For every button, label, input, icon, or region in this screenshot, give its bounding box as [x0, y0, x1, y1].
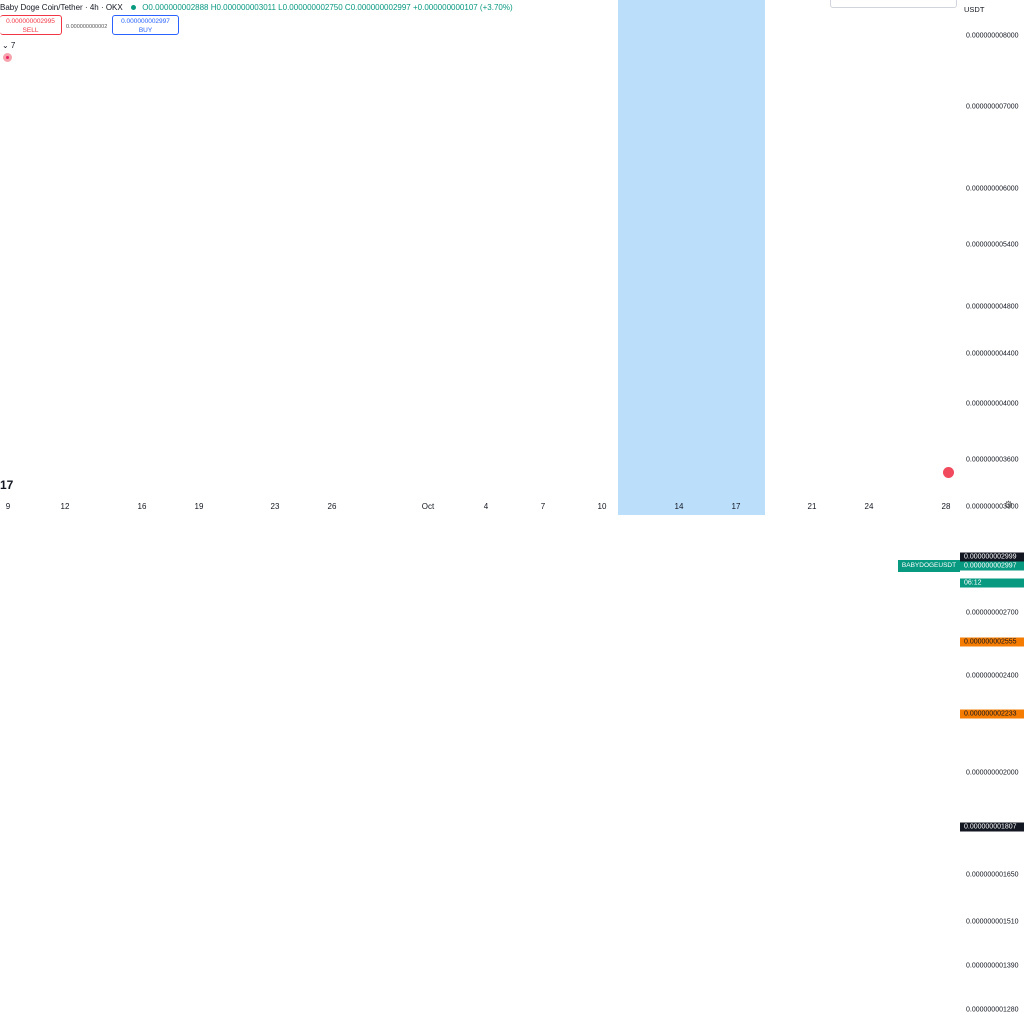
price-tick-label: 0.000000004400 — [966, 350, 1019, 358]
time-tick-label: Oct — [421, 502, 435, 511]
sell-label: SELL — [22, 27, 39, 34]
ohlc-values: O0.000000002888 H0.000000003011 L0.00000… — [142, 3, 513, 12]
sell-button[interactable]: 0.000000002995 SELL — [0, 15, 62, 35]
price-tick-label: 0.000000002700 — [966, 609, 1019, 617]
time-tick-label: 23 — [270, 502, 280, 511]
price-tag: 0.000000002233 — [960, 709, 1024, 719]
time-tick-label: 17 — [731, 502, 741, 511]
time-tick-label: 19 — [194, 502, 204, 511]
chart-legend: Baby Doge Coin/Tether · 4h · OKX O0.0000… — [0, 3, 513, 12]
price-tag: 0.000000002997 — [960, 561, 1024, 571]
price-tick-label: 0.000000002400 — [966, 672, 1019, 680]
price-tick-label: 0.000000003600 — [966, 456, 1019, 464]
price-tick-label: 0.000000007000 — [966, 103, 1019, 111]
gear-icon[interactable]: ⚙ — [1004, 500, 1013, 511]
price-tag: 06:12 — [960, 578, 1024, 588]
price-tick-label: 0.000000003300 — [966, 503, 1019, 511]
price-tick-label: 0.000000004800 — [966, 303, 1019, 311]
time-tick-label: 16 — [137, 502, 147, 511]
price-tick-label: 0.000000002000 — [966, 769, 1019, 777]
price-tag: 0.000000001807 — [960, 822, 1024, 832]
price-tick-label: 0.000000006000 — [966, 185, 1019, 193]
time-tick-label: 4 — [483, 502, 489, 511]
time-tick-label: 12 — [60, 502, 70, 511]
spread-value: 0.000000000002 — [66, 24, 108, 30]
sell-price: 0.000000002995 — [6, 18, 55, 25]
time-tick-label: 9 — [5, 502, 11, 511]
market-open-icon — [130, 5, 136, 11]
buy-price: 0.000000002997 — [121, 18, 170, 25]
price-tick-label: 0.000000005400 — [966, 241, 1019, 249]
buy-button[interactable]: 0.000000002997 BUY — [112, 15, 179, 35]
price-chart[interactable] — [0, 0, 1024, 515]
alert-icon[interactable] — [3, 53, 12, 62]
price-tick-label: 0.000000004000 — [966, 400, 1019, 408]
record-icon[interactable] — [943, 467, 954, 478]
price-tick-label: 0.000000001280 — [966, 1006, 1019, 1013]
time-tick-label: 10 — [597, 502, 607, 511]
indicator-toggle[interactable]: ⌄ 7 — [2, 41, 16, 50]
target-zone — [618, 0, 765, 515]
time-tick-label: 24 — [864, 502, 874, 511]
tradingview-logo[interactable]: 17 — [0, 478, 14, 492]
price-tick-label: 0.000000008000 — [966, 32, 1019, 40]
time-tick-label: 7 — [540, 502, 546, 511]
price-tick-label: 0.000000001390 — [966, 962, 1019, 970]
time-tick-label: 26 — [327, 502, 337, 511]
price-tag: 0.000000002999 — [960, 552, 1024, 562]
price-unit-selector[interactable]: USDT — [964, 5, 985, 14]
price-tag: 0.000000002555 — [960, 637, 1024, 647]
time-tick-label: 28 — [941, 502, 951, 511]
symbol-title[interactable]: Baby Doge Coin/Tether · 4h · OKX — [0, 3, 123, 12]
time-tick-label: 14 — [674, 502, 684, 511]
price-tick-label: 0.000000001650 — [966, 871, 1019, 879]
time-tick-label: 21 — [807, 502, 817, 511]
top-panel-edge[interactable] — [830, 0, 957, 8]
symbol-tag: BABYDOGEUSDT — [898, 560, 960, 573]
buy-label: BUY — [138, 27, 153, 34]
price-tick-label: 0.000000001510 — [966, 918, 1019, 926]
